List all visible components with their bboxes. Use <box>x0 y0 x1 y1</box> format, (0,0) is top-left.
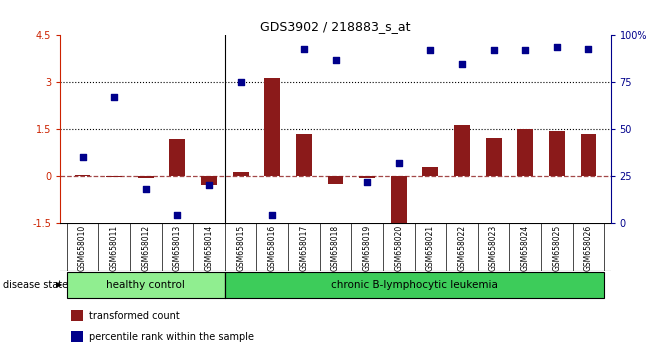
Bar <box>71 331 83 342</box>
Bar <box>391 176 407 226</box>
Point <box>299 46 309 51</box>
Bar <box>170 139 185 176</box>
Text: GSM658011: GSM658011 <box>109 224 119 270</box>
Point <box>425 47 435 53</box>
Title: GDS3902 / 218883_s_at: GDS3902 / 218883_s_at <box>260 20 411 33</box>
Bar <box>264 78 280 176</box>
Text: GSM658010: GSM658010 <box>78 224 87 271</box>
Bar <box>486 138 501 176</box>
Bar <box>201 176 217 185</box>
Text: GSM658024: GSM658024 <box>521 224 529 271</box>
Point <box>172 212 183 217</box>
Text: GSM658020: GSM658020 <box>395 224 403 271</box>
Bar <box>517 129 533 176</box>
Text: GSM658026: GSM658026 <box>584 224 593 271</box>
Text: GSM658017: GSM658017 <box>299 224 309 271</box>
Point <box>267 212 278 217</box>
Text: GSM658025: GSM658025 <box>552 224 562 271</box>
Text: GSM658013: GSM658013 <box>173 224 182 271</box>
Point <box>236 80 246 85</box>
Text: GSM658022: GSM658022 <box>458 224 466 270</box>
FancyBboxPatch shape <box>66 272 225 298</box>
Bar <box>549 131 565 176</box>
Bar <box>454 125 470 176</box>
Point <box>393 160 404 166</box>
Point <box>140 187 151 192</box>
Bar <box>233 172 248 176</box>
Bar <box>423 167 438 176</box>
Point <box>203 183 214 188</box>
Text: GSM658019: GSM658019 <box>362 224 372 271</box>
Point <box>330 57 341 63</box>
Point <box>520 47 531 53</box>
Point <box>109 95 119 100</box>
FancyBboxPatch shape <box>225 272 605 298</box>
Bar <box>580 134 597 176</box>
Text: transformed count: transformed count <box>89 311 180 321</box>
Bar <box>296 134 312 176</box>
Point <box>362 179 372 184</box>
Text: healthy control: healthy control <box>106 280 185 290</box>
Text: GSM658014: GSM658014 <box>205 224 213 271</box>
Point <box>77 154 88 160</box>
Text: GSM658015: GSM658015 <box>236 224 245 271</box>
Text: disease state: disease state <box>3 280 68 290</box>
Point <box>457 61 468 67</box>
Text: GSM658018: GSM658018 <box>331 224 340 270</box>
Bar <box>71 310 83 321</box>
Text: percentile rank within the sample: percentile rank within the sample <box>89 332 254 342</box>
Text: GSM658021: GSM658021 <box>426 224 435 270</box>
Text: GSM658012: GSM658012 <box>142 224 150 270</box>
Point <box>488 47 499 53</box>
Text: chronic B-lymphocytic leukemia: chronic B-lymphocytic leukemia <box>331 280 498 290</box>
Point <box>583 46 594 51</box>
Text: GSM658023: GSM658023 <box>489 224 498 271</box>
Point <box>552 44 562 50</box>
Bar <box>359 176 375 178</box>
Text: GSM658016: GSM658016 <box>268 224 276 271</box>
Bar <box>106 176 122 177</box>
Bar <box>327 176 344 184</box>
Bar <box>138 176 154 178</box>
Text: ▶: ▶ <box>56 280 62 290</box>
